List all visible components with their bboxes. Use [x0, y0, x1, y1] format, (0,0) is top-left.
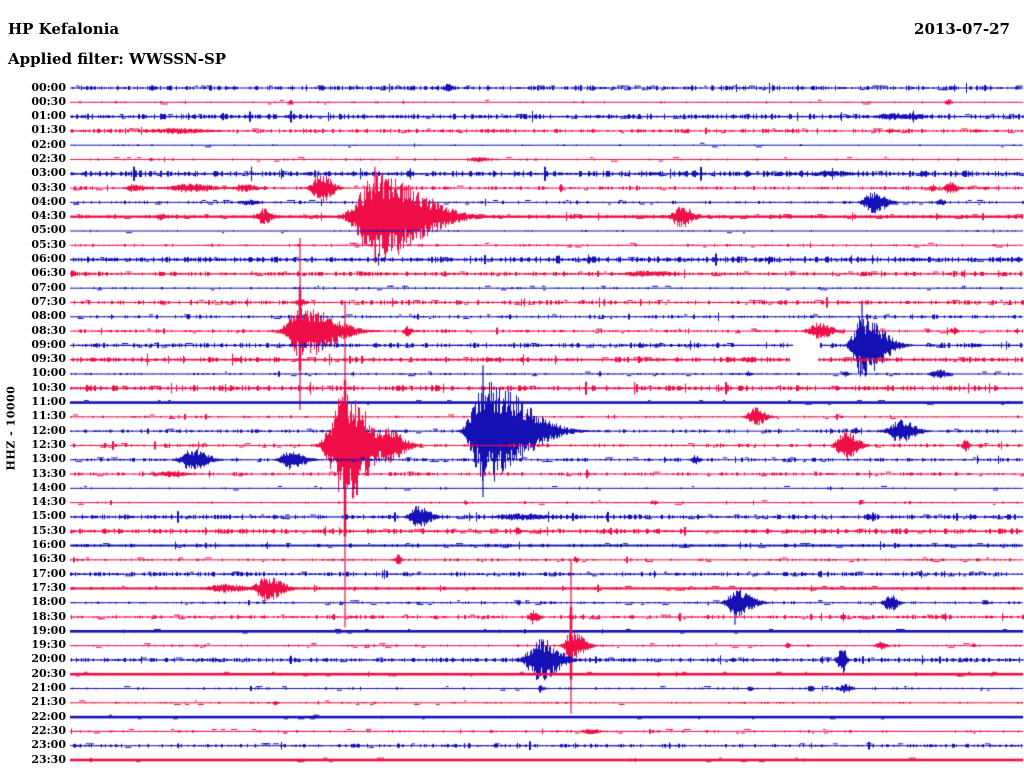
- station-title: HP Kefalonia: [8, 20, 120, 38]
- time-label: 23:30: [31, 752, 66, 766]
- time-label: 09:30: [31, 352, 66, 366]
- time-label: 12:30: [31, 437, 66, 451]
- time-label: 16:00: [31, 538, 66, 552]
- time-label: 12:00: [31, 423, 66, 437]
- y-axis-label: HHZ - 10000: [4, 385, 18, 471]
- time-label: 10:00: [31, 366, 66, 380]
- time-label: 05:30: [31, 237, 66, 251]
- time-label: 11:30: [31, 409, 66, 423]
- time-label: 08:00: [31, 309, 66, 323]
- time-label: 00:30: [31, 94, 66, 108]
- time-label: 06:00: [31, 252, 66, 266]
- time-label: 08:30: [31, 323, 66, 337]
- time-label: 20:30: [31, 666, 66, 680]
- time-label: 23:00: [31, 738, 66, 752]
- time-label: 02:30: [31, 151, 66, 165]
- time-label: 01:30: [31, 123, 66, 137]
- time-label: 01:00: [31, 109, 66, 123]
- time-label: 17:30: [31, 580, 66, 594]
- time-label: 21:30: [31, 695, 66, 709]
- time-label: 07:00: [31, 280, 66, 294]
- time-label: 19:00: [31, 623, 66, 637]
- time-label: 07:30: [31, 294, 66, 308]
- time-label: 15:30: [31, 523, 66, 537]
- time-label: 04:30: [31, 209, 66, 223]
- time-label: 05:00: [31, 223, 66, 237]
- time-label: 21:00: [31, 681, 66, 695]
- time-label: 18:30: [31, 609, 66, 623]
- time-label: 09:00: [31, 337, 66, 351]
- time-label: 06:30: [31, 266, 66, 280]
- time-label: 22:00: [31, 709, 66, 723]
- date-label: 2013-07-27: [914, 20, 1010, 38]
- time-label: 18:00: [31, 595, 66, 609]
- time-label: 16:30: [31, 552, 66, 566]
- time-label: 13:30: [31, 466, 66, 480]
- time-label: 03:30: [31, 180, 66, 194]
- time-label: 14:00: [31, 480, 66, 494]
- time-label: 15:00: [31, 509, 66, 523]
- time-label: 00:00: [31, 80, 66, 94]
- time-label: 10:30: [31, 380, 66, 394]
- filter-label: Applied filter: WWSSN-SP: [8, 50, 227, 68]
- time-label: 03:00: [31, 166, 66, 180]
- time-label: 17:00: [31, 566, 66, 580]
- time-label: 22:30: [31, 723, 66, 737]
- time-label: 11:00: [31, 395, 66, 409]
- time-label: 13:00: [31, 452, 66, 466]
- time-label: 02:00: [31, 137, 66, 151]
- time-label: 20:00: [31, 652, 66, 666]
- time-label: 19:30: [31, 638, 66, 652]
- time-label: 14:30: [31, 495, 66, 509]
- time-label: 04:00: [31, 194, 66, 208]
